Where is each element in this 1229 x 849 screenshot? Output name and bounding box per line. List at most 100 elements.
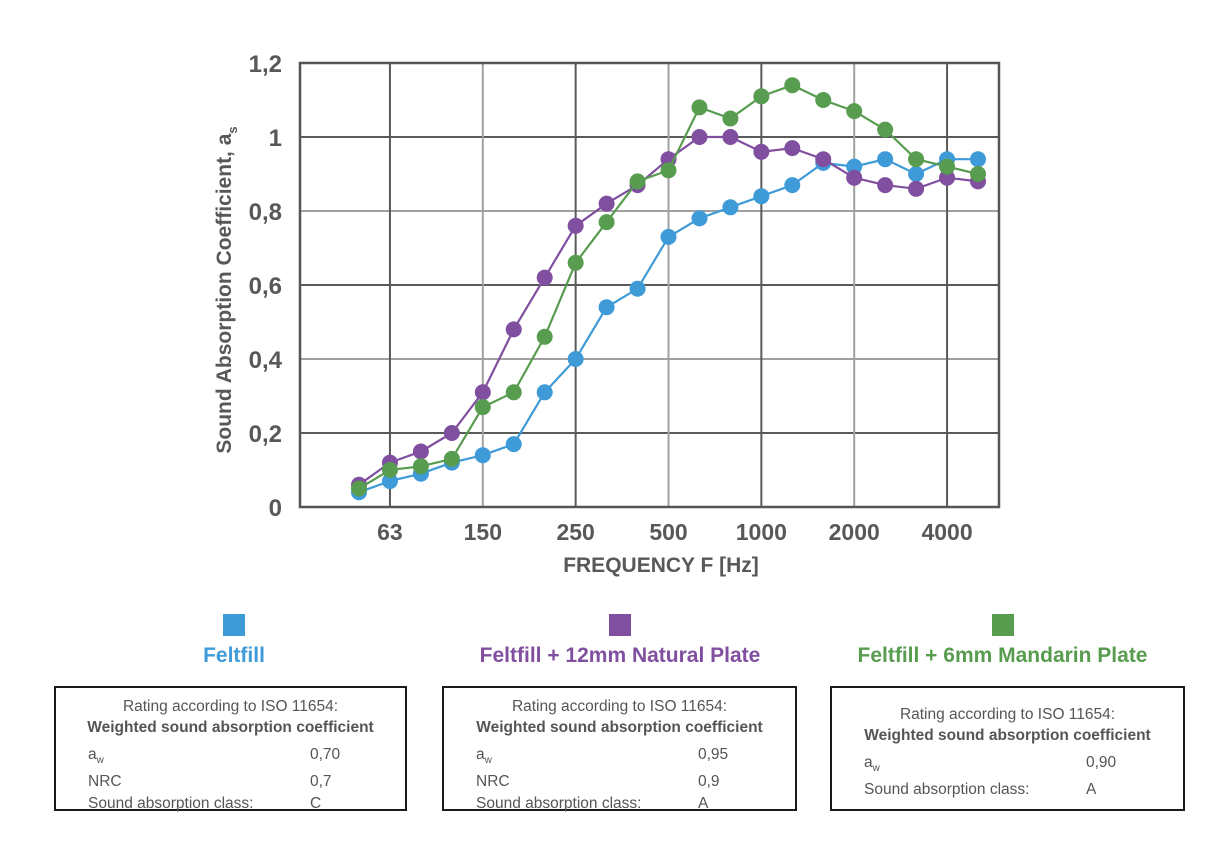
rating-label: NRC xyxy=(88,773,122,791)
rating-heading: Weighted sound absorption coefficient xyxy=(476,719,763,736)
y-axis-title-main: Sound Absorption Coefficient, a xyxy=(213,133,236,453)
x-tick-label: 4000 xyxy=(921,519,972,545)
data-point xyxy=(784,140,801,157)
data-point xyxy=(351,480,367,497)
data-point xyxy=(629,280,646,297)
plot-frame xyxy=(298,61,1001,509)
data-point xyxy=(784,177,801,194)
rating-standard: Rating according to ISO 11654: xyxy=(511,698,728,715)
data-point xyxy=(567,351,584,367)
series-3 xyxy=(351,77,986,497)
data-point xyxy=(598,299,615,316)
rating-row-aw: aw 0,90 xyxy=(832,752,1183,780)
data-point xyxy=(505,436,522,453)
legend-label: Feltfill + 6mm Mandarin Plate xyxy=(857,644,1148,667)
data-point xyxy=(474,399,491,416)
data-point xyxy=(722,110,739,127)
rating-value: A xyxy=(698,795,709,813)
rating-label-sub: w xyxy=(872,763,880,775)
data-point xyxy=(691,210,708,227)
data-point xyxy=(877,177,894,194)
data-point xyxy=(722,129,739,145)
rating-row-nrc: NRC 0,9 xyxy=(444,772,795,791)
data-point xyxy=(443,425,460,441)
absorption-chart: 0 0,2 0,4 0,6 0,8 1 1,2 63 150 250 500 1000 2000 4000… xyxy=(213,51,1001,577)
axis-ticks: 0 0,2 0,4 0,6 0,8 1 1,2 63 150 250 500 1000 2000 4000 xyxy=(249,51,973,545)
rating-value: A xyxy=(1086,781,1097,799)
data-point xyxy=(815,151,832,168)
data-point xyxy=(908,166,925,182)
data-point xyxy=(753,88,770,105)
y-tick-label: 0,6 xyxy=(249,273,282,300)
rating-standard: Rating according to ISO 11654: xyxy=(899,706,1116,723)
data-point xyxy=(412,443,429,460)
x-tick-label: 500 xyxy=(649,519,687,545)
data-point xyxy=(629,173,646,190)
data-point xyxy=(908,151,925,168)
rating-label: Sound absorption class: xyxy=(476,795,642,813)
x-tick-label: 63 xyxy=(377,519,403,545)
rating-row-class: Sound absorption class: C xyxy=(56,794,405,813)
data-point xyxy=(443,450,460,467)
data-point xyxy=(846,169,863,186)
data-point xyxy=(939,169,956,186)
rating-label: a xyxy=(88,746,97,763)
y-tick-label: 0 xyxy=(269,495,282,522)
data-point xyxy=(598,214,615,231)
rating-value: 0,70 xyxy=(310,746,341,763)
rating-row-nrc: NRC 0,7 xyxy=(56,772,405,791)
data-point xyxy=(598,195,615,212)
legend-swatch xyxy=(609,614,631,636)
y-axis-title: Sound Absorption Coefficient, as xyxy=(213,126,240,453)
data-point xyxy=(536,384,553,401)
x-tick-label: 150 xyxy=(464,519,502,545)
legend-swatch xyxy=(223,614,245,636)
rating-value: 0,95 xyxy=(698,746,729,763)
data-point xyxy=(970,151,986,168)
legend-label: Feltfill + 12mm Natural Plate xyxy=(479,644,761,667)
data-point xyxy=(691,99,708,116)
rating-box-natural-plate: Rating according to ISO 11654: Weighted … xyxy=(442,686,797,813)
y-tick-label: 0,8 xyxy=(249,199,282,226)
rating-value: 0,9 xyxy=(698,773,720,791)
data-point xyxy=(505,321,522,338)
x-tick-label: 1000 xyxy=(736,519,787,545)
rating-row-class: Sound absorption class: A xyxy=(832,780,1183,799)
rating-label-sub: w xyxy=(96,755,104,767)
rating-heading: Weighted sound absorption coefficient xyxy=(864,727,1151,744)
x-tick-label: 2000 xyxy=(829,519,880,545)
data-point xyxy=(536,328,553,345)
y-axis-title-subscript: s xyxy=(225,126,240,133)
rating-label: Sound absorption class: xyxy=(88,795,254,813)
data-point xyxy=(381,473,398,490)
data-point xyxy=(722,199,739,216)
data-point xyxy=(753,188,770,205)
data-point xyxy=(381,462,398,478)
data-point xyxy=(474,447,491,464)
data-point xyxy=(815,92,832,108)
x-tick-label: 250 xyxy=(556,519,594,545)
data-point xyxy=(846,103,863,120)
data-point xyxy=(846,158,863,175)
data-point xyxy=(536,269,553,286)
rating-value: C xyxy=(310,795,322,813)
data-point xyxy=(939,158,956,175)
rating-box-mandarin-plate: Rating according to ISO 11654: Weighted … xyxy=(830,686,1185,811)
data-point xyxy=(474,384,491,401)
data-point xyxy=(505,384,522,401)
rating-row-aw: aw 0,70 xyxy=(56,744,405,772)
rating-value: 0,7 xyxy=(310,773,332,791)
y-tick-label: 0,4 xyxy=(249,347,283,374)
legend-label: Feltfill xyxy=(203,644,265,667)
data-point xyxy=(784,77,801,94)
data-point xyxy=(908,180,925,197)
rating-standard: Rating according to ISO 11654: xyxy=(122,698,339,715)
y-tick-label: 1 xyxy=(269,125,282,152)
data-point xyxy=(412,458,429,475)
data-point xyxy=(567,254,584,271)
rating-label: Sound absorption class: xyxy=(864,781,1030,799)
rating-label: NRC xyxy=(476,773,510,791)
rating-row-aw: aw 0,95 xyxy=(444,744,795,772)
legend-item-natural-plate: Feltfill + 12mm Natural Plate xyxy=(440,614,800,668)
data-point xyxy=(877,151,894,168)
